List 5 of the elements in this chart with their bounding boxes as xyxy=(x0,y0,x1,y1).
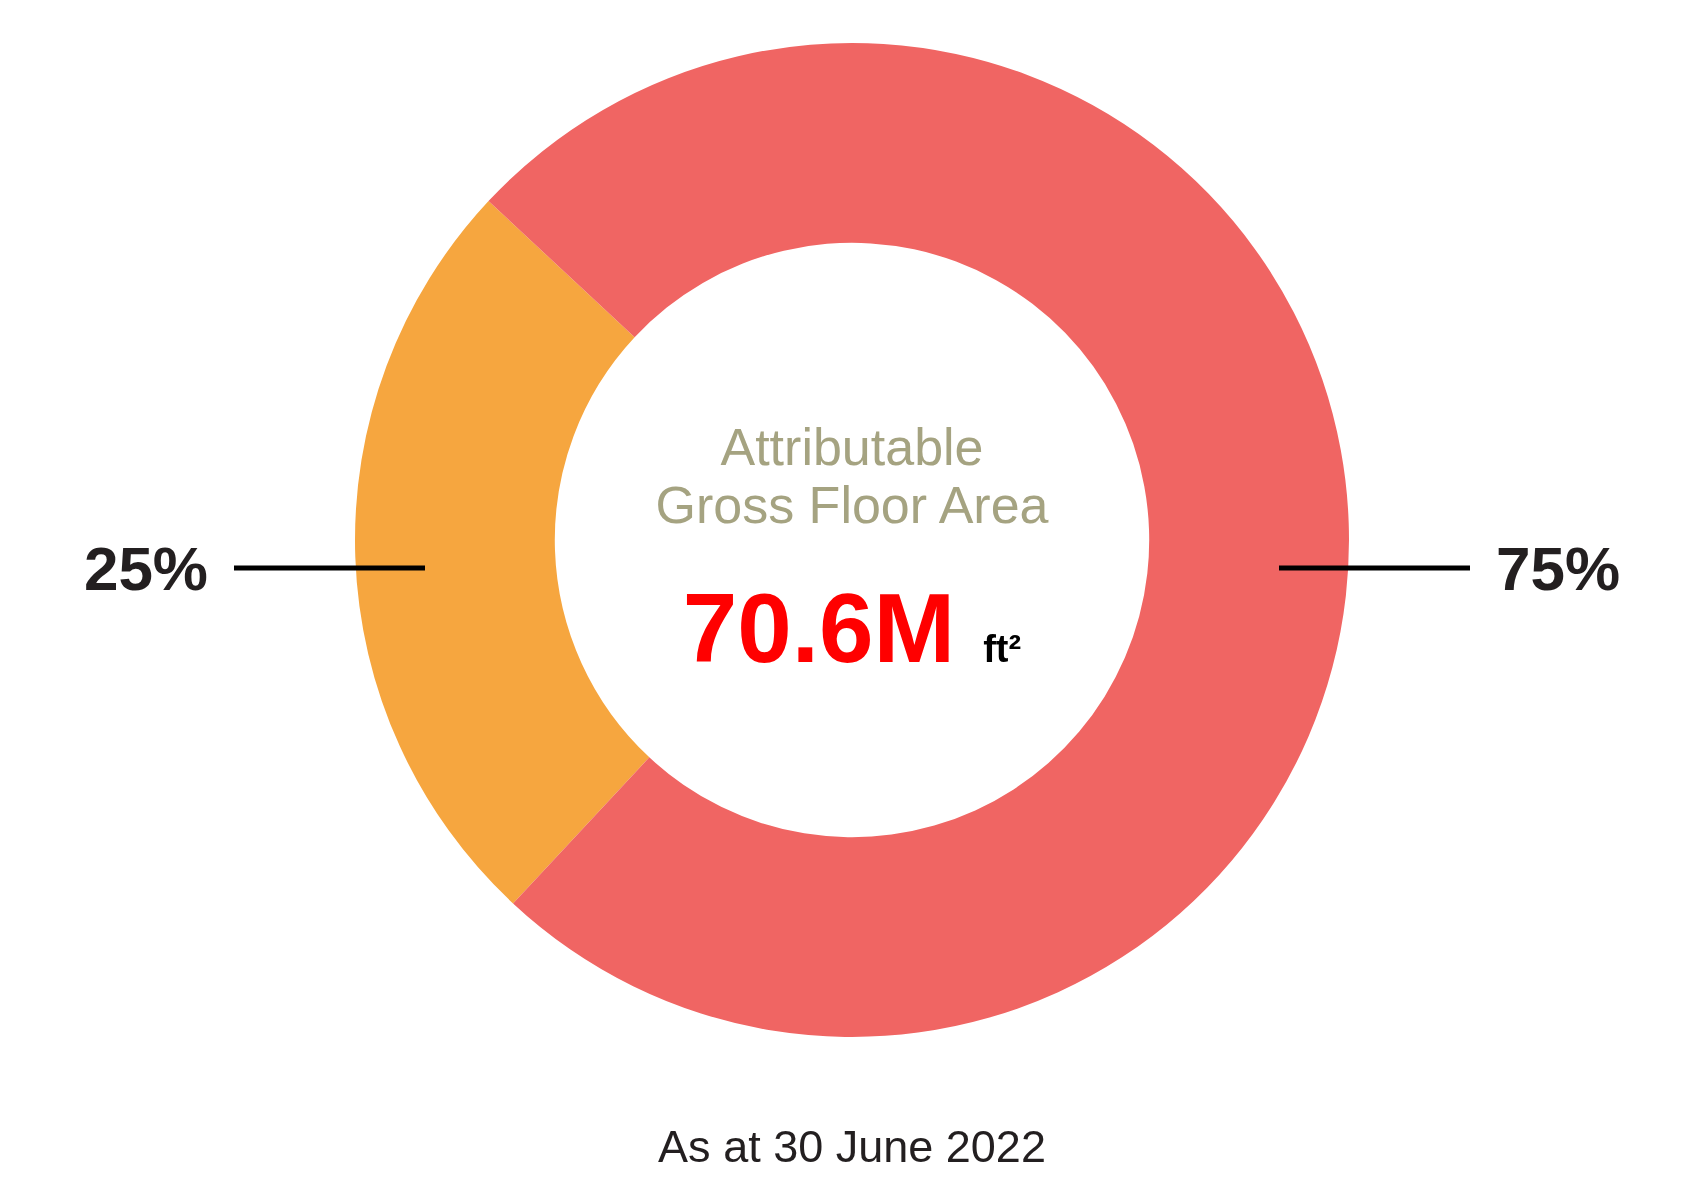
text: Attributable Gross Floor Area xyxy=(655,418,1049,534)
text: 70.6M ft² xyxy=(682,573,1022,683)
data-label: 75% xyxy=(1496,534,1621,603)
text: As at 30 June 2022 xyxy=(658,1121,1046,1172)
data-label: 25% xyxy=(83,534,208,603)
